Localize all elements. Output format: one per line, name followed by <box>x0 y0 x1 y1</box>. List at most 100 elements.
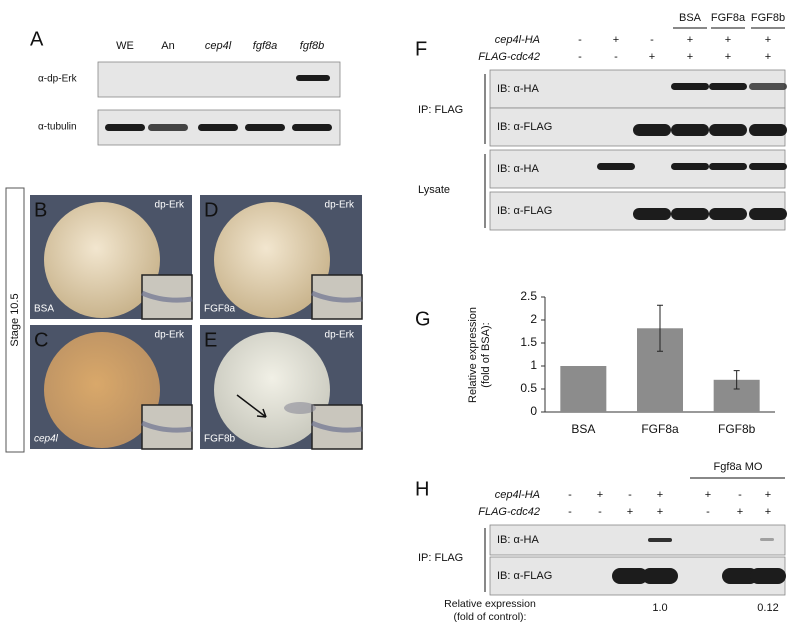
blot-band <box>760 538 774 541</box>
arrow <box>236 394 267 418</box>
lane-label: cep4l <box>205 40 232 52</box>
y-tick-label: 2.5 <box>520 289 537 303</box>
sign: + <box>649 51 655 63</box>
group-label: FGF8a <box>711 12 746 24</box>
blot-band <box>749 208 787 220</box>
quant-value: 1.0 <box>652 602 667 614</box>
stage-box <box>5 187 25 453</box>
y-axis-label: (fold of BSA): <box>480 322 492 387</box>
sign: + <box>765 51 771 63</box>
panel-label: H <box>415 478 429 500</box>
blot-band <box>642 568 678 584</box>
blot-band <box>198 124 238 131</box>
sign: + <box>687 34 693 46</box>
sign: + <box>765 489 771 501</box>
stain-label: dp-Erk <box>155 330 185 341</box>
sign: + <box>613 34 619 46</box>
sign: - <box>578 34 582 46</box>
blot-band <box>671 163 709 170</box>
x-tick-label: BSA <box>571 422 595 436</box>
group-label: BSA <box>679 12 702 24</box>
y-tick-label: 0.5 <box>520 381 537 395</box>
sign: - <box>650 34 654 46</box>
y-axis-label: Relative expression <box>467 307 479 403</box>
blot-band <box>749 83 787 90</box>
sign: - <box>598 506 602 518</box>
error-bar <box>657 304 663 352</box>
blot-band <box>709 163 747 170</box>
treatment-label: FGF8b <box>204 434 236 445</box>
y-tick-label: 2 <box>530 312 537 326</box>
sign: + <box>765 506 771 518</box>
inset-stain <box>311 290 363 303</box>
panel-label: B <box>34 199 47 221</box>
blot-band <box>750 568 786 584</box>
panel-label: F <box>415 38 427 60</box>
sign: - <box>628 489 632 501</box>
blot-label: IB: α-FLAG <box>497 570 552 582</box>
y-tick-label: 0 <box>530 404 537 418</box>
sign: + <box>687 51 693 63</box>
blot-band <box>296 75 330 81</box>
construct-label: FLAG-cdc42 <box>478 51 540 63</box>
lane-label: fgf8b <box>300 40 324 52</box>
blot-band <box>245 124 285 131</box>
sign: + <box>725 51 731 63</box>
blot-band <box>709 124 747 136</box>
group-label: Fgf8a MO <box>714 461 763 473</box>
blot <box>489 524 786 556</box>
x-tick-label: FGF8a <box>641 422 679 436</box>
blot-band <box>722 568 758 584</box>
blot-band <box>749 124 787 136</box>
blot-label: IB: α-HA <box>497 83 539 95</box>
blot-label: IB: α-HA <box>497 534 539 546</box>
blot-band <box>671 83 709 90</box>
blot-band <box>633 124 671 136</box>
blot-band <box>292 124 332 131</box>
sign: + <box>657 506 663 518</box>
construct-label: cep4l-HA <box>495 34 540 46</box>
stain-label: dp-Erk <box>155 200 185 211</box>
row-label: α-dp-Erk <box>38 74 78 85</box>
sign: - <box>568 506 572 518</box>
blot-band <box>148 124 188 131</box>
inset-stain <box>141 420 193 433</box>
sign: + <box>627 506 633 518</box>
panel-label: G <box>415 308 431 330</box>
blot-band <box>612 568 648 584</box>
quant-label: Relative expression <box>444 598 536 610</box>
section-label: Lysate <box>418 184 450 196</box>
blot-band <box>749 163 787 170</box>
sign: - <box>578 51 582 63</box>
y-tick-label: 1 <box>530 358 537 372</box>
embryo <box>214 202 330 318</box>
construct-label: FLAG-cdc42 <box>478 506 540 518</box>
lane-label: fgf8a <box>253 40 277 52</box>
quant-value: 0.12 <box>757 602 778 614</box>
blot-label: IB: α-FLAG <box>497 121 552 133</box>
embryo <box>44 202 160 318</box>
construct-label: cep4l-HA <box>495 489 540 501</box>
treatment-label: BSA <box>34 304 54 315</box>
sign: + <box>725 34 731 46</box>
sign: - <box>568 489 572 501</box>
blot-band <box>709 83 747 90</box>
sign: + <box>597 489 603 501</box>
stain-label: dp-Erk <box>325 200 355 211</box>
blot-band <box>105 124 145 131</box>
stain-label: dp-Erk <box>325 330 355 341</box>
group-label: FGF8b <box>751 12 785 24</box>
panel-label: C <box>34 329 48 351</box>
blot-band <box>648 538 672 542</box>
section-label: IP: FLAG <box>418 552 463 564</box>
blastopore <box>284 402 316 414</box>
lane-label: An <box>161 40 174 52</box>
section-label: IP: FLAG <box>418 104 463 116</box>
treatment-label: cep4l <box>34 434 59 445</box>
y-tick-label: 1.5 <box>520 335 537 349</box>
blot-band <box>671 124 709 136</box>
sign: - <box>738 489 742 501</box>
blot-band <box>633 208 671 220</box>
